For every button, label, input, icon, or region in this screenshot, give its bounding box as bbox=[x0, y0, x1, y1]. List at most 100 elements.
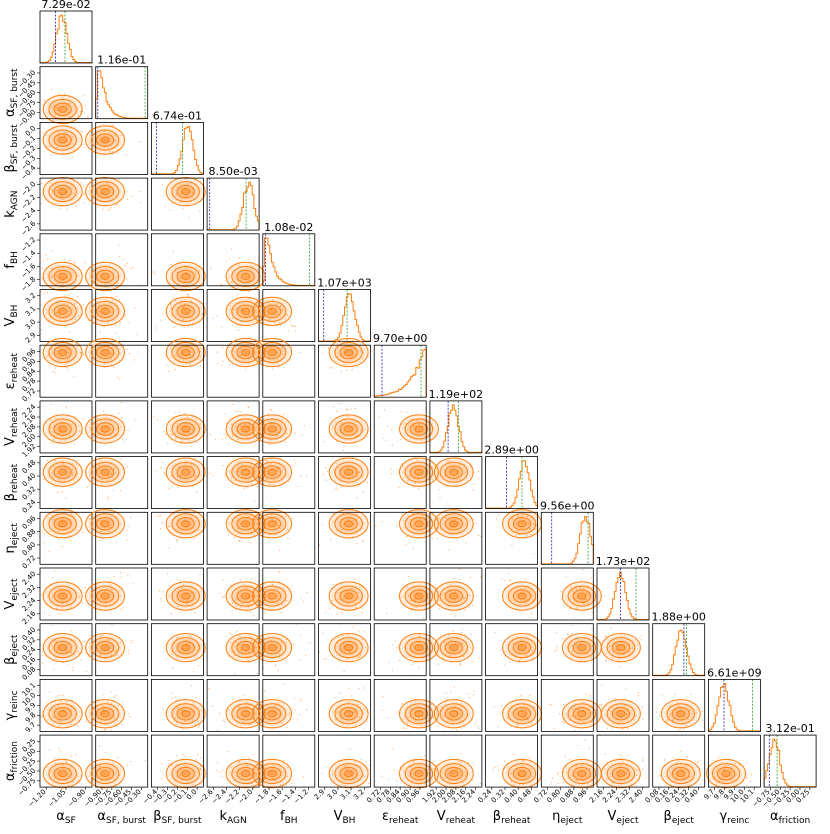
sample-point bbox=[322, 473, 324, 476]
panel-V_eject-vs-alpha_SF_burst bbox=[83, 567, 149, 621]
x-axis-label-alpha_friction: αfriction bbox=[770, 809, 810, 826]
density-fill bbox=[500, 580, 544, 612]
sample-point bbox=[474, 723, 476, 726]
contour bbox=[433, 632, 474, 663]
contour bbox=[241, 520, 251, 528]
sample-point bbox=[453, 686, 455, 688]
sample-point bbox=[405, 727, 407, 730]
contour bbox=[676, 710, 686, 718]
sample-point bbox=[452, 630, 455, 632]
panel-frame bbox=[318, 567, 371, 621]
sample-point bbox=[354, 408, 357, 410]
y-axis-label-alpha_SF_burst: αSF, burst bbox=[3, 68, 20, 117]
sample-point bbox=[128, 353, 131, 355]
contour bbox=[572, 589, 591, 603]
panel-frame bbox=[262, 679, 316, 732]
panel-frame bbox=[262, 400, 316, 454]
sample-point bbox=[107, 498, 109, 500]
contour bbox=[660, 699, 701, 729]
sample-point bbox=[123, 440, 125, 443]
sample-point bbox=[68, 259, 70, 262]
contour bbox=[85, 261, 126, 292]
panel-frame bbox=[95, 567, 149, 621]
density-fill bbox=[326, 336, 371, 369]
sample-point bbox=[168, 759, 170, 761]
sample-point bbox=[381, 520, 383, 523]
sample-point bbox=[135, 419, 137, 421]
panel-frame bbox=[39, 511, 93, 565]
sample-point bbox=[118, 255, 121, 258]
panel-frame bbox=[262, 344, 316, 398]
sample-point bbox=[438, 489, 440, 491]
contour bbox=[507, 637, 537, 659]
sample-point bbox=[82, 303, 85, 305]
density-fill bbox=[432, 697, 476, 730]
sample-point bbox=[346, 408, 348, 410]
contour bbox=[567, 703, 597, 725]
contour bbox=[344, 468, 354, 476]
contour bbox=[100, 136, 110, 144]
sample-point bbox=[104, 752, 107, 754]
panel-frame bbox=[652, 623, 706, 677]
sample-point bbox=[221, 775, 223, 777]
sample-point bbox=[478, 470, 480, 472]
contour bbox=[181, 644, 191, 652]
title-V_eject: 1.73e+02 bbox=[596, 555, 650, 568]
sample-point bbox=[521, 695, 523, 697]
sample-point bbox=[321, 524, 323, 526]
sample-point bbox=[127, 466, 129, 468]
sample-point bbox=[244, 369, 247, 371]
sample-point bbox=[478, 534, 480, 536]
sample-point bbox=[52, 576, 54, 579]
y-tick-label: 0.24 bbox=[21, 498, 38, 515]
y-axis-label-beta_eject: βeject bbox=[3, 634, 20, 665]
sample-point bbox=[390, 468, 392, 470]
panel-frame bbox=[596, 567, 650, 621]
sample-point bbox=[577, 744, 579, 747]
sample-point bbox=[309, 642, 311, 644]
sample-point bbox=[84, 261, 86, 264]
sample-point bbox=[556, 646, 559, 648]
panel-frame bbox=[95, 400, 149, 454]
x-axis-label-alpha_SF: αSF bbox=[56, 809, 75, 826]
panel-frame bbox=[150, 456, 204, 510]
contour bbox=[53, 465, 72, 479]
sample-point bbox=[306, 591, 308, 594]
panel-beta_eject-vs-V_eject bbox=[596, 623, 650, 677]
sample-point bbox=[174, 696, 176, 698]
sample-point bbox=[241, 290, 243, 292]
sample-point bbox=[455, 615, 457, 617]
title-V_BH: 1.07e+03 bbox=[317, 277, 371, 290]
sample-point bbox=[584, 739, 586, 741]
panel-gamma_reinc-vs-eta_eject bbox=[540, 679, 604, 732]
sample-point bbox=[250, 542, 252, 544]
sample-point bbox=[228, 417, 230, 419]
panel-frame bbox=[206, 177, 260, 231]
contour bbox=[257, 637, 287, 659]
contour bbox=[567, 585, 597, 607]
contour bbox=[572, 706, 591, 721]
sample-point bbox=[286, 727, 288, 729]
sample-point bbox=[199, 573, 201, 576]
density-fill bbox=[250, 631, 294, 664]
panel-beta_eject-vs-f_BH bbox=[250, 623, 316, 677]
sample-point bbox=[156, 419, 158, 421]
contour bbox=[404, 418, 434, 440]
sample-point bbox=[360, 758, 362, 761]
density-fill bbox=[599, 697, 643, 730]
panel-beta_eject-vs-eta_eject bbox=[540, 623, 604, 677]
sample-point bbox=[303, 425, 306, 427]
sample-point bbox=[278, 571, 280, 574]
contour bbox=[267, 307, 277, 315]
panel-frame bbox=[262, 233, 316, 287]
panel-k_AGN-vs-k_AGN: 8.50e-03 bbox=[206, 165, 260, 231]
histogram-V_eject bbox=[596, 571, 650, 621]
contour bbox=[439, 461, 469, 483]
contour bbox=[252, 632, 293, 663]
y-axis-label-V_eject: Veject bbox=[3, 578, 20, 609]
y-axis-label-alpha_friction: αfriction bbox=[3, 741, 20, 781]
contour bbox=[449, 710, 459, 718]
contour bbox=[339, 706, 358, 721]
sample-point bbox=[750, 774, 752, 776]
sample-point bbox=[233, 537, 236, 539]
